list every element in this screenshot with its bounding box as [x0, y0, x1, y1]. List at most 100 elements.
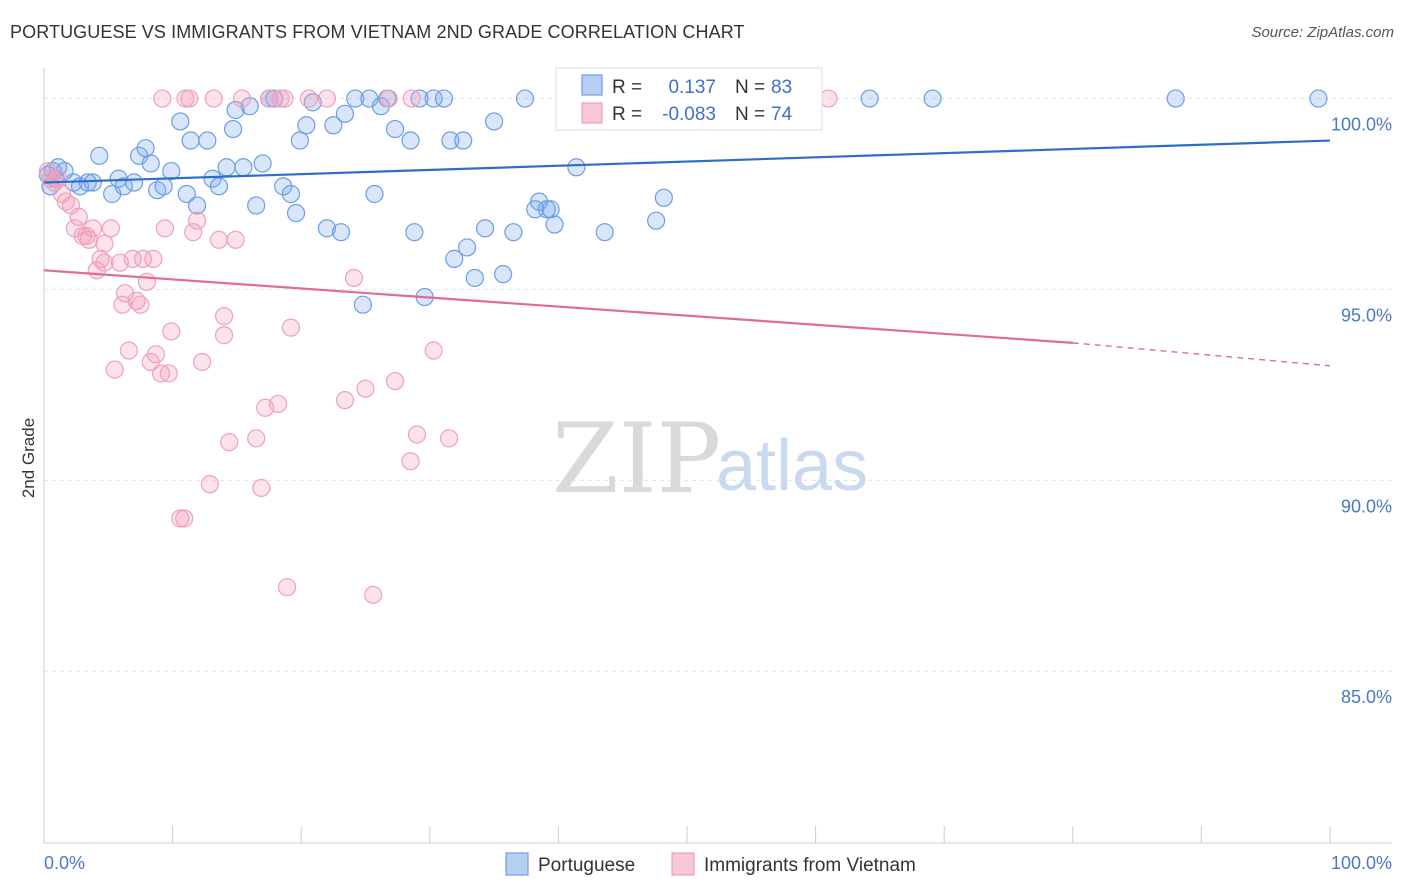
gridlines [44, 98, 1392, 672]
point-portuguese [181, 131, 200, 150]
legend-swatch-vietnam [581, 102, 603, 124]
y-tick-label: 95.0% [1341, 305, 1392, 325]
point-vietnam [113, 295, 132, 314]
point-vietnam [271, 89, 290, 108]
point-portuguese [286, 203, 306, 223]
chart-title: PORTUGUESE VS IMMIGRANTS FROM VIETNAM 2N… [10, 22, 745, 42]
point-vietnam [317, 89, 337, 108]
point-portuguese [187, 196, 207, 215]
legend-bottom-swatch-portuguese [505, 852, 529, 876]
point-portuguese [860, 89, 879, 108]
legend-bottom: Portuguese Immigrants from Vietnam [505, 852, 916, 876]
point-portuguese [154, 177, 173, 196]
legend-n-value-portuguese: 83 [771, 77, 792, 98]
point-vietnam [232, 89, 252, 108]
point-portuguese [515, 89, 535, 108]
point-portuguese [203, 169, 222, 188]
point-vietnam [144, 249, 163, 268]
point-portuguese [654, 188, 673, 207]
point-portuguese [335, 104, 355, 123]
point-vietnam [155, 219, 174, 238]
legend-n-value-vietnam: 74 [771, 104, 793, 125]
point-portuguese [265, 89, 284, 108]
point-vietnam [180, 89, 199, 108]
point-portuguese [90, 146, 109, 165]
point-vietnam [105, 360, 124, 379]
point-vietnam [171, 509, 190, 528]
legend-bottom-swatch-vietnam [671, 852, 695, 876]
point-portuguese [136, 139, 155, 158]
trend-line-portuguese [43, 139, 1331, 184]
point-portuguese [504, 223, 523, 242]
point-portuguese [346, 89, 365, 108]
legend-top: R = 0.137 N = 83 R = -0.083 N = 74 [555, 67, 823, 131]
point-portuguese [124, 173, 144, 192]
point-portuguese [454, 131, 473, 150]
point-portuguese [114, 177, 133, 196]
point-portuguese [647, 211, 666, 230]
point-vietnam [69, 207, 88, 226]
point-vietnam [226, 230, 245, 249]
trend-line-vietnam-extrapolated [1072, 342, 1331, 367]
point-vietnam [146, 345, 165, 364]
point-portuguese [457, 238, 477, 257]
point-portuguese [541, 200, 560, 219]
legend-n-label-portuguese: N = [735, 77, 765, 98]
point-vietnam [209, 230, 228, 249]
point-portuguese [545, 215, 564, 234]
point-portuguese [485, 112, 504, 131]
point-vietnam [131, 295, 150, 314]
point-portuguese [1309, 89, 1328, 108]
point-portuguese [198, 131, 217, 150]
point-portuguese [253, 154, 272, 173]
point-portuguese [240, 97, 259, 116]
point-vietnam [364, 585, 383, 604]
point-vietnam [159, 364, 178, 383]
legend-bottom-label-vietnam: Immigrants from Vietnam [704, 855, 916, 876]
point-vietnam [275, 89, 294, 108]
point-portuguese [141, 154, 160, 173]
point-vietnam [402, 89, 421, 108]
y-tick-labels: 85.0% 90.0% 95.0% 100.0% [1331, 115, 1392, 708]
trend-line-vietnam [43, 269, 1073, 344]
point-vietnam [133, 249, 153, 268]
point-portuguese [475, 219, 495, 238]
point-portuguese [494, 265, 513, 284]
point-vietnam [220, 433, 239, 452]
point-portuguese [177, 184, 196, 204]
point-vietnam [101, 219, 120, 238]
y-axis-label: 2nd Grade [19, 418, 38, 498]
point-vietnam [175, 509, 194, 528]
point-vietnam [49, 169, 68, 188]
point-portuguese [424, 89, 443, 108]
point-portuguese [274, 177, 293, 196]
point-vietnam [193, 352, 212, 372]
point-vietnam [401, 452, 420, 471]
point-portuguese [317, 219, 337, 238]
trend-lines [43, 139, 1331, 367]
point-portuguese [324, 116, 343, 135]
point-vietnam [119, 341, 138, 360]
point-portuguese [171, 112, 190, 131]
point-vietnam [439, 429, 459, 448]
legend-swatch-portuguese [581, 74, 603, 96]
point-vietnam [95, 234, 114, 253]
point-vietnam [176, 89, 195, 108]
point-portuguese [401, 131, 420, 150]
point-portuguese [297, 116, 316, 135]
point-portuguese [281, 184, 301, 204]
x-tick-labels: 0.0% 100.0% [44, 853, 1392, 873]
point-portuguese [234, 158, 253, 177]
axes [43, 68, 1392, 844]
x-ticks [43, 826, 1331, 843]
point-vietnam [268, 394, 288, 414]
point-vietnam [95, 253, 114, 272]
point-portuguese [226, 100, 245, 120]
point-vietnam [123, 249, 142, 268]
point-vietnam [385, 371, 405, 391]
point-portuguese [247, 196, 266, 215]
point-vietnam [214, 326, 234, 345]
legend-r-label-portuguese: R = [612, 77, 642, 98]
y-tick-label: 85.0% [1341, 687, 1392, 707]
point-vietnam [83, 219, 102, 238]
